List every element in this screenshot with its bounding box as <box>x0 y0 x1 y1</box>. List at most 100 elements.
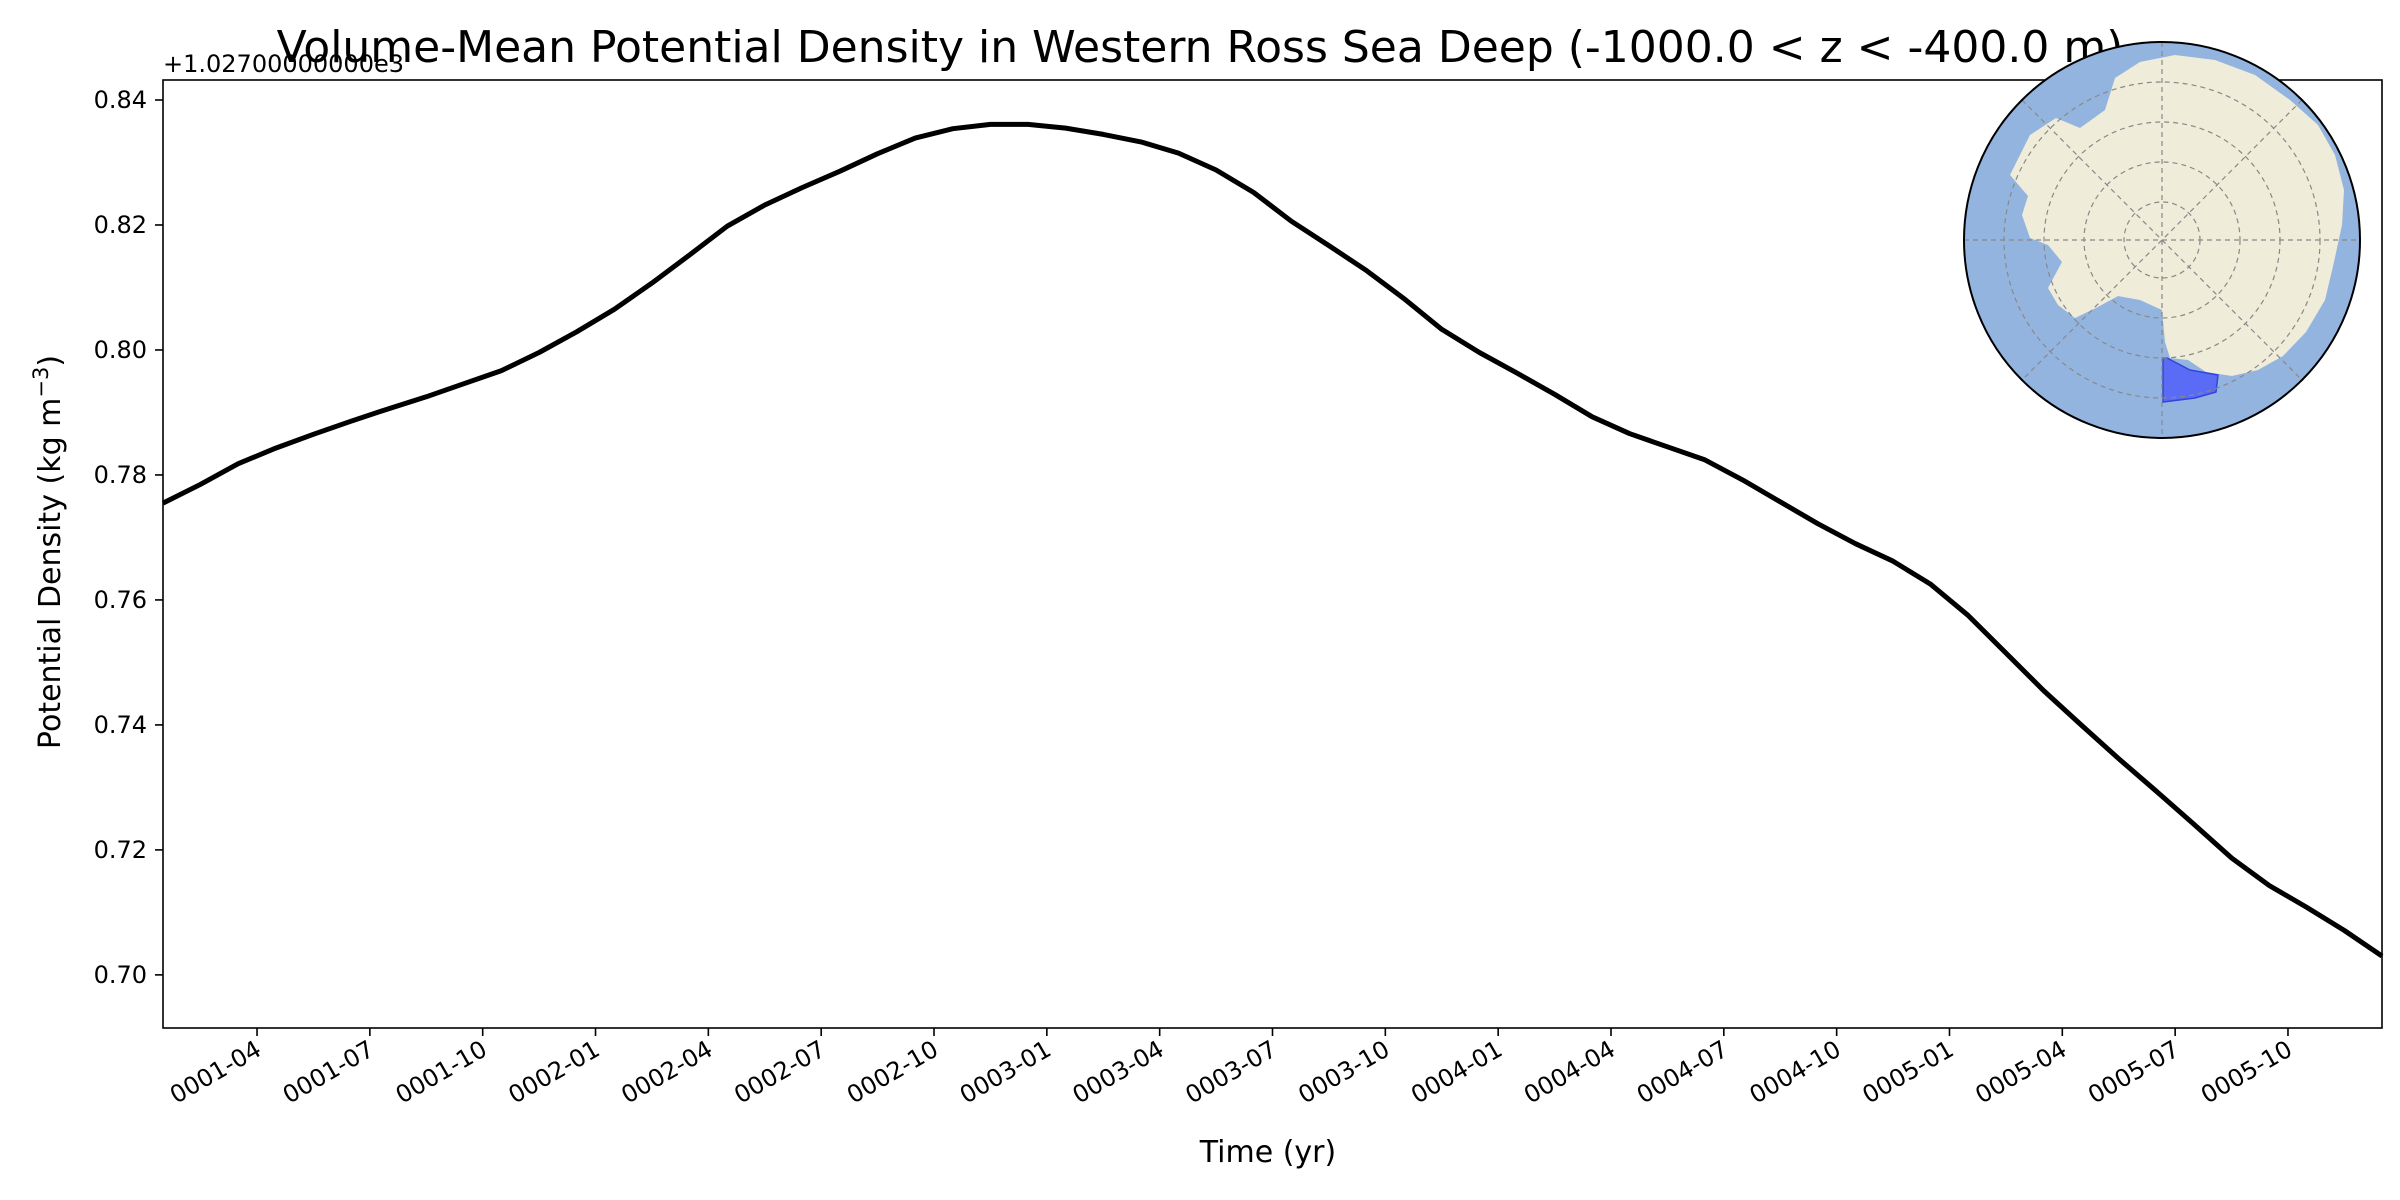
y-tick-label: 0.70 <box>94 961 147 989</box>
x-tick-label: 0001-10 <box>391 1035 492 1109</box>
data-point <box>200 483 202 485</box>
data-point <box>2268 885 2270 887</box>
x-tick-label: 0003-04 <box>1068 1035 1169 1109</box>
data-point <box>2231 857 2233 859</box>
data-point <box>2155 790 2157 792</box>
data-point <box>2193 823 2195 825</box>
data-point <box>1817 523 1819 525</box>
data-point <box>839 170 841 172</box>
western-ross-sea-region <box>2162 357 2219 403</box>
x-tick-label: 0003-07 <box>1181 1035 1282 1109</box>
x-tick-label: 0004-01 <box>1406 1035 1507 1109</box>
x-tick-label: 0004-10 <box>1745 1035 1846 1109</box>
data-point <box>1366 270 1368 272</box>
data-point <box>1892 560 1894 562</box>
data-point <box>1629 433 1631 435</box>
x-tick-label: 0002-01 <box>504 1035 605 1109</box>
y-tick-label: 0.82 <box>94 211 147 239</box>
data-point <box>2306 906 2308 908</box>
data-point <box>1027 123 1029 125</box>
data-point <box>1102 133 1104 135</box>
x-axis: 0001-04 0001-07 0001-10 0002-01 0002-04 0002-… <box>165 1028 2297 1109</box>
x-tick-label: 0003-01 <box>955 1035 1056 1109</box>
chart-title: Volume-Mean Potential Density in Western… <box>277 22 2124 73</box>
map-border <box>1963 41 2361 439</box>
data-point <box>914 137 916 139</box>
data-point <box>952 128 954 130</box>
x-tick-label: 0003-10 <box>1293 1035 1394 1109</box>
data-point <box>162 502 164 504</box>
data-point <box>237 463 239 465</box>
data-point <box>1967 615 1969 617</box>
x-tick-label: 0002-04 <box>617 1035 718 1109</box>
data-point <box>2043 690 2045 692</box>
data-point <box>764 204 766 206</box>
data-point <box>538 352 540 354</box>
data-point <box>801 187 803 189</box>
y-axis: 0.70 0.72 0.74 0.76 0.78 0.80 0.82 0.84 <box>94 86 163 989</box>
y-offset-label: +1.02700000000e3 <box>163 50 404 78</box>
data-point <box>989 123 991 125</box>
x-tick-label: 0004-04 <box>1519 1035 1620 1109</box>
data-point <box>1290 220 1292 222</box>
y-tick-label: 0.84 <box>94 86 147 114</box>
x-tick-label: 0005-04 <box>1970 1035 2071 1109</box>
inset-map <box>1963 41 2361 439</box>
data-point <box>1328 245 1330 247</box>
x-tick-label: 0005-07 <box>2083 1035 2184 1109</box>
data-point <box>1855 543 1857 545</box>
y-tick-label: 0.78 <box>94 461 147 489</box>
y-tick-label: 0.76 <box>94 586 147 614</box>
data-point <box>1253 192 1255 194</box>
data-point <box>1215 169 1217 171</box>
data-point <box>1478 352 1480 354</box>
series-line <box>161 121 2384 959</box>
data-point <box>388 408 390 410</box>
data-point <box>2118 758 2120 760</box>
data-point <box>613 308 615 310</box>
data-point <box>1178 152 1180 154</box>
data-point <box>1140 141 1142 143</box>
data-point <box>350 420 352 422</box>
y-tick-label: 0.72 <box>94 836 147 864</box>
data-point <box>877 153 879 155</box>
data-point <box>1591 416 1593 418</box>
x-axis-label: Time (yr) <box>1199 1135 1336 1170</box>
data-point <box>463 383 465 385</box>
data-point <box>1666 446 1668 448</box>
data-point <box>275 447 277 449</box>
x-tick-label: 0001-04 <box>165 1035 266 1109</box>
y-axis-label: Potential Density (kg m−3) <box>29 355 68 749</box>
x-tick-label: 0005-10 <box>2196 1035 2297 1109</box>
data-point <box>1554 393 1556 395</box>
x-tick-label: 0005-01 <box>1858 1035 1959 1109</box>
data-point <box>1403 298 1405 300</box>
data-point <box>1930 583 1932 585</box>
data-point <box>312 433 314 435</box>
data-point <box>1065 127 1067 129</box>
data-point <box>2005 652 2007 654</box>
data-point <box>1516 372 1518 374</box>
data-point <box>2381 955 2383 957</box>
y-tick-label: 0.74 <box>94 711 147 739</box>
x-tick-label: 0004-07 <box>1632 1035 1733 1109</box>
data-point <box>651 282 653 284</box>
y-tick-label: 0.80 <box>94 336 147 364</box>
data-point <box>425 396 427 398</box>
data-point <box>501 370 503 372</box>
map-graticule <box>1964 42 2360 438</box>
data-point <box>1742 479 1744 481</box>
x-tick-label: 0002-07 <box>729 1035 830 1109</box>
data-point <box>2080 724 2082 726</box>
data-point <box>1441 328 1443 330</box>
data-point <box>1704 459 1706 461</box>
data-point <box>726 225 728 227</box>
antarctica-landmass <box>2010 55 2344 376</box>
data-point <box>1779 501 1781 503</box>
data-point <box>2343 930 2345 932</box>
data-point <box>576 331 578 333</box>
x-tick-label: 0002-10 <box>842 1035 943 1109</box>
data-point <box>689 254 691 256</box>
x-tick-label: 0001-07 <box>278 1035 379 1109</box>
